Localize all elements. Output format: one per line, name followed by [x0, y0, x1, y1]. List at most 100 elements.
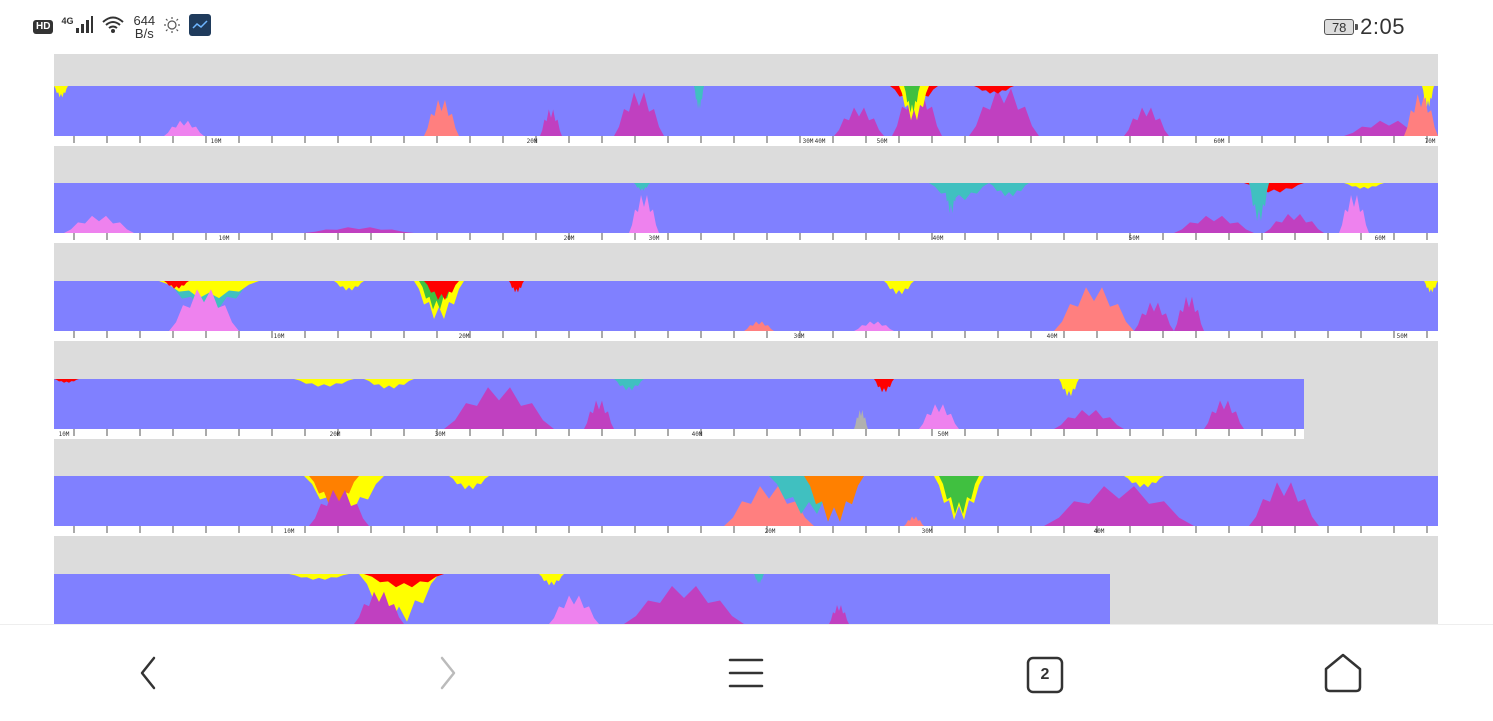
coverage-track[interactable]	[54, 379, 1304, 429]
coverage-peak	[974, 86, 1014, 94]
coverage-peak	[634, 183, 650, 191]
coverage-peak	[1249, 482, 1319, 526]
coverage-peak	[919, 404, 959, 429]
coverage-track[interactable]	[54, 281, 1438, 331]
hd-badge: HD	[33, 20, 54, 34]
coverage-plot	[54, 379, 1244, 429]
ruler-label: 50M	[937, 431, 949, 438]
coverage-peak	[904, 516, 924, 526]
ruler-label: 20M	[764, 528, 776, 535]
ruler-label: 60M	[1374, 235, 1386, 242]
ruler-label: 40M	[1093, 528, 1105, 535]
ruler-label: 40M	[932, 235, 944, 242]
back-button[interactable]	[125, 651, 173, 699]
signal-icon	[75, 15, 94, 39]
coverage-peak	[724, 486, 814, 526]
app-notification-icon	[189, 13, 212, 41]
coverage-peak	[549, 595, 599, 624]
coverage-peak	[164, 281, 189, 289]
coverage-peak	[294, 379, 354, 387]
coverage-peak	[1424, 281, 1438, 293]
coverage-peak	[1339, 195, 1369, 233]
speed-value: 644	[133, 13, 156, 28]
coverage-peak	[539, 574, 564, 586]
coverage-peak	[1264, 214, 1324, 233]
coverage-peak	[64, 215, 134, 233]
position-ruler: 10M 20M 30M 40M 50M 60M 70M	[54, 136, 1438, 146]
status-right: 78 2:05	[1324, 14, 1405, 40]
coverage-plot	[64, 183, 1384, 233]
coverage-track[interactable]	[54, 86, 1438, 136]
menu-icon	[728, 656, 764, 695]
position-ruler: 10M 20M 30M 40M 50M 60M	[54, 233, 1438, 243]
coverage-peak	[614, 92, 664, 136]
coverage-peak	[854, 410, 868, 429]
forward-button[interactable]	[423, 651, 471, 699]
coverage-peak	[354, 591, 404, 624]
speed-unit: B/s	[134, 26, 154, 41]
home-button[interactable]	[1319, 651, 1367, 699]
tabs-button[interactable]: 2	[1021, 651, 1069, 699]
coverage-peak	[1204, 400, 1244, 429]
forward-icon	[435, 655, 459, 696]
status-left: HD 4G 644 B/s	[33, 11, 212, 43]
network-type: 4G	[61, 16, 74, 26]
menu-button[interactable]	[722, 651, 770, 699]
network-speed: 644 B/s	[133, 14, 155, 40]
coverage-peak	[1174, 215, 1254, 233]
ruler-label: 40M	[1046, 333, 1058, 340]
ruler-label: 20M	[526, 138, 538, 145]
coverage-peak	[969, 88, 1039, 136]
coverage-peak	[584, 400, 614, 429]
coverage-peak	[364, 574, 444, 588]
coverage-peak	[834, 107, 884, 136]
coverage-track[interactable]	[54, 476, 1438, 526]
coverage-peak	[309, 476, 359, 505]
track-viewer[interactable]: 10M 20M 30M 40M 50M 60M 70M 10M 20M 30M 40M 50M 60M 1…	[54, 54, 1438, 624]
coverage-peak	[1124, 107, 1169, 136]
position-ruler: 10M 20M 30M 40M	[54, 526, 1438, 536]
coverage-peak	[289, 574, 349, 580]
coverage-peak	[1054, 287, 1134, 331]
coverage-peak	[1404, 94, 1438, 136]
coverage-peak	[754, 574, 764, 584]
coverage-plot	[159, 281, 1438, 331]
coverage-peak	[540, 109, 562, 136]
ruler-label: 30M	[434, 431, 446, 438]
tabs-count: 2	[1040, 666, 1050, 683]
back-icon	[137, 655, 161, 696]
coverage-peak	[804, 476, 864, 522]
ruler-label: 30M	[802, 138, 814, 145]
brightness-icon	[163, 16, 181, 39]
coverage-peak	[309, 489, 369, 526]
ruler-label: 50M	[876, 138, 888, 145]
ruler-label: 40M	[691, 431, 703, 438]
ruler-label: 10M	[218, 235, 230, 242]
coverage-peak	[884, 281, 914, 295]
coverage-peak	[929, 183, 989, 201]
ruler-label: 50M	[1396, 333, 1408, 340]
coverage-peak	[1059, 379, 1079, 397]
coverage-peak	[54, 379, 79, 383]
ruler-label: 70M	[1424, 138, 1436, 145]
ruler-label: 20M	[563, 235, 575, 242]
coverage-peak	[1174, 296, 1204, 331]
navigation-bar: 2	[0, 624, 1493, 721]
coverage-peak	[624, 586, 744, 624]
coverage-peak	[944, 183, 958, 214]
coverage-peak	[424, 281, 459, 300]
home-icon	[1322, 652, 1364, 699]
coverage-plot	[304, 476, 1319, 526]
ruler-label: 10M	[58, 431, 70, 438]
genome-row: 10M 20M 30M 40M 50M	[54, 379, 1304, 439]
coverage-peak	[54, 86, 68, 98]
coverage-plot	[54, 86, 1438, 136]
coverage-peak	[304, 227, 414, 233]
ruler-label: 10M	[273, 333, 285, 340]
coverage-peak	[1044, 486, 1194, 526]
coverage-track[interactable]	[54, 574, 1110, 624]
genome-row: 10M 20M 30M 40M	[54, 476, 1438, 536]
position-ruler: 10M 20M 30M 40M 50M	[54, 429, 1304, 439]
coverage-track[interactable]	[54, 183, 1438, 233]
position-ruler: 10M 20M 30M 40M 50M	[54, 331, 1438, 341]
